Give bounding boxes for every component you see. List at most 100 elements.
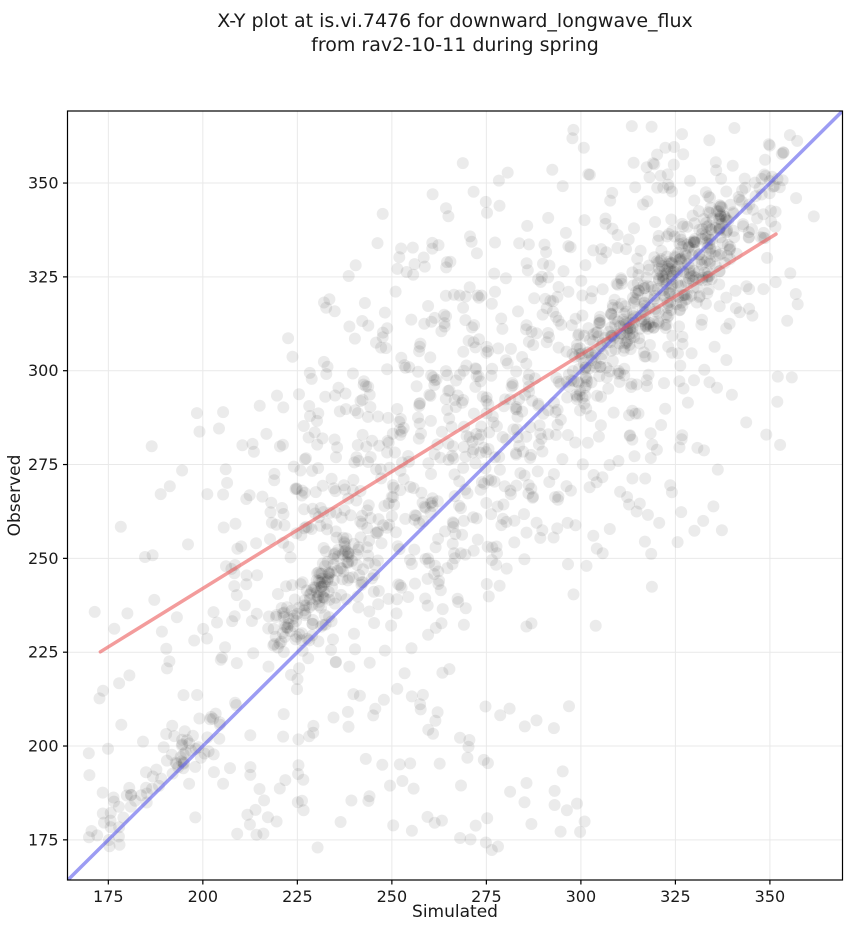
scatter-point bbox=[675, 252, 688, 265]
scatter-point bbox=[590, 476, 603, 489]
scatter-point bbox=[192, 741, 205, 754]
scatter-point bbox=[527, 339, 540, 351]
scatter-point bbox=[757, 283, 770, 296]
scatter-point bbox=[716, 201, 728, 214]
scatter-point bbox=[327, 552, 340, 565]
scatter-point bbox=[264, 533, 276, 546]
scatter-point bbox=[600, 246, 613, 259]
scatter-point bbox=[699, 228, 712, 241]
scatter-point bbox=[695, 232, 708, 245]
scatter-point bbox=[702, 283, 715, 296]
scatter-point bbox=[400, 266, 413, 278]
scatter-point bbox=[451, 389, 464, 402]
scatter-point bbox=[573, 328, 585, 341]
scatter-point bbox=[687, 270, 700, 283]
scatter-point bbox=[386, 427, 399, 440]
scatter-point bbox=[720, 354, 733, 366]
scatter-point bbox=[551, 403, 564, 416]
scatter-point bbox=[688, 374, 700, 387]
scatter-point bbox=[249, 803, 262, 816]
scatter-point bbox=[279, 774, 292, 787]
scatter-point bbox=[627, 156, 640, 169]
scatter-point bbox=[704, 255, 717, 268]
scatter-point bbox=[623, 409, 635, 422]
scatter-point bbox=[654, 265, 667, 278]
scatter-point bbox=[338, 504, 351, 517]
scatter-point bbox=[481, 540, 494, 553]
scatter-point bbox=[525, 617, 538, 630]
scatter-point bbox=[315, 567, 328, 580]
scatter-point bbox=[421, 572, 434, 585]
scatter-point bbox=[599, 217, 612, 230]
scatter-point bbox=[673, 304, 686, 317]
scatter-point bbox=[385, 491, 398, 503]
scatter-point bbox=[429, 621, 442, 634]
scatter-point bbox=[472, 291, 485, 304]
scatter-point bbox=[309, 486, 322, 499]
scatter-point bbox=[567, 123, 580, 136]
scatter-point bbox=[564, 484, 577, 497]
scatter-point bbox=[556, 453, 569, 466]
scatter-point bbox=[492, 342, 505, 355]
chart-title-line2: from rav2-10-11 during spring bbox=[311, 34, 599, 56]
scatter-point bbox=[231, 827, 244, 840]
scatter-point bbox=[552, 375, 565, 388]
scatter-point bbox=[344, 509, 357, 522]
scatter-point bbox=[316, 479, 329, 492]
scatter-point bbox=[677, 382, 690, 395]
scatter-point bbox=[713, 249, 725, 261]
scatter-point bbox=[467, 544, 480, 557]
scatter-point bbox=[320, 301, 333, 314]
scatter-point bbox=[404, 480, 417, 493]
scatter-point bbox=[282, 541, 295, 553]
scatter-point bbox=[757, 226, 770, 239]
scatter-point bbox=[303, 400, 316, 412]
scatter-point bbox=[513, 237, 526, 250]
scatter-point bbox=[404, 757, 417, 770]
scatter-point bbox=[377, 519, 390, 532]
scatter-point bbox=[312, 575, 325, 587]
scatter-point bbox=[363, 790, 376, 803]
scatter-point bbox=[715, 524, 728, 537]
scatter-point bbox=[659, 141, 672, 154]
scatter-point bbox=[623, 429, 636, 442]
scatter-point bbox=[576, 391, 589, 404]
scatter-point bbox=[349, 259, 362, 272]
scatter-point bbox=[758, 168, 771, 181]
scatter-point bbox=[214, 653, 227, 666]
chart-title-line1: X-Y plot at is.vi.7476 for downward_long… bbox=[217, 10, 693, 32]
scatter-point bbox=[542, 271, 555, 284]
scatter-point bbox=[687, 235, 700, 248]
scatter-point bbox=[320, 517, 333, 530]
scatter-point bbox=[412, 411, 424, 424]
scatter-point bbox=[658, 377, 670, 390]
scatter-point bbox=[500, 562, 513, 575]
scatter-point bbox=[606, 301, 619, 314]
scatter-point bbox=[628, 295, 641, 308]
scatter-point bbox=[467, 407, 480, 420]
scatter-point bbox=[479, 700, 492, 713]
scatter-point bbox=[478, 477, 491, 490]
scatter-point bbox=[322, 566, 335, 579]
scatter-point bbox=[551, 418, 564, 431]
scatter-point bbox=[720, 291, 733, 304]
scatter-point bbox=[329, 485, 342, 498]
scatter-point bbox=[417, 251, 430, 264]
scatter-point bbox=[665, 304, 678, 316]
scatter-point bbox=[625, 377, 638, 390]
scatter-point bbox=[229, 696, 242, 709]
scatter-point bbox=[657, 181, 670, 194]
scatter-point bbox=[326, 581, 338, 593]
scatter-point bbox=[499, 272, 512, 285]
scatter-point bbox=[311, 586, 323, 598]
scatter-point bbox=[681, 220, 694, 233]
scatter-point bbox=[97, 684, 109, 697]
scatter-point bbox=[363, 388, 376, 401]
scatter-point bbox=[405, 690, 418, 703]
scatter-point bbox=[457, 618, 470, 631]
scatter-point bbox=[306, 464, 319, 477]
scatter-point bbox=[470, 363, 483, 375]
scatter-point bbox=[646, 438, 659, 451]
scatter-point bbox=[393, 251, 406, 264]
scatter-point bbox=[439, 525, 451, 538]
